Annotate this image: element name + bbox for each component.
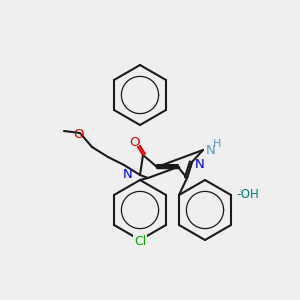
Text: O: O	[73, 128, 83, 141]
Text: O: O	[130, 136, 140, 148]
Text: -OH: -OH	[236, 188, 259, 202]
Text: Cl: Cl	[134, 235, 146, 248]
Text: -OH: -OH	[236, 188, 259, 202]
Text: Cl: Cl	[134, 235, 146, 248]
Text: N: N	[123, 169, 133, 182]
Text: H: H	[213, 139, 221, 149]
Text: N: N	[195, 158, 205, 170]
Text: N: N	[206, 143, 216, 157]
